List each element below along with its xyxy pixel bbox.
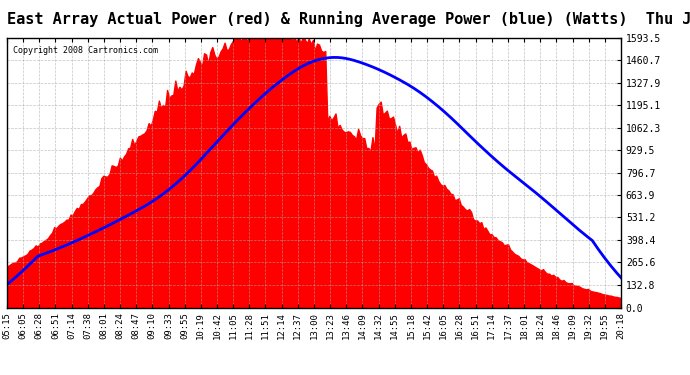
Text: Copyright 2008 Cartronics.com: Copyright 2008 Cartronics.com: [13, 46, 158, 55]
Text: East Array Actual Power (red) & Running Average Power (blue) (Watts)  Thu Jul 3 : East Array Actual Power (red) & Running …: [7, 11, 690, 27]
